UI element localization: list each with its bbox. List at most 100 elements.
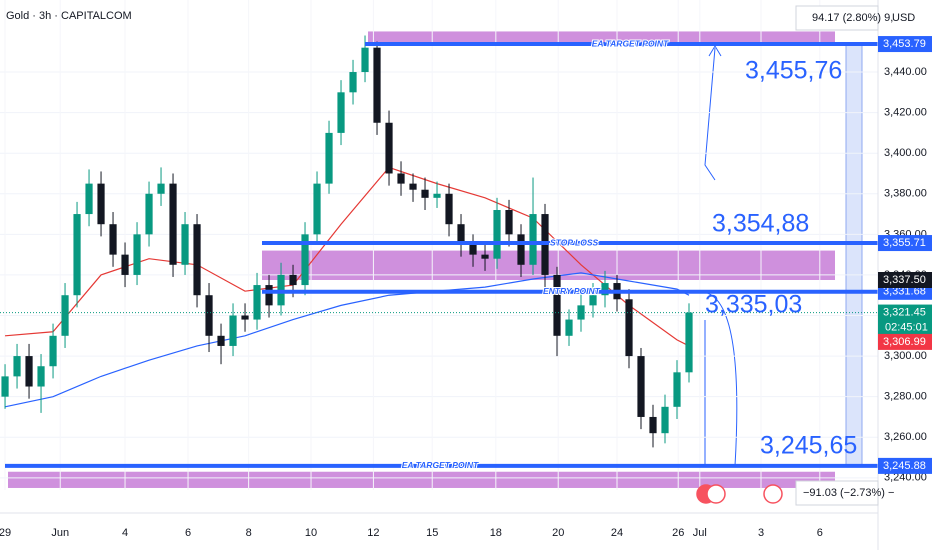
candle-body <box>397 173 405 184</box>
candle-body <box>649 416 657 434</box>
candle-body <box>529 214 537 265</box>
candle-body <box>97 183 105 225</box>
price-label: 3,355.71 <box>883 237 926 249</box>
price-box <box>878 457 932 474</box>
x-tick-label: 15 <box>426 527 438 539</box>
curve <box>699 291 738 466</box>
x-tick-label: 6 <box>185 527 191 539</box>
x-tick-label: 24 <box>611 527 623 539</box>
candle-body <box>181 224 189 265</box>
arrow-head <box>708 45 722 57</box>
arrow <box>704 48 716 181</box>
annotation: 3,335,03 <box>705 291 802 319</box>
y-tick-label: 3,300.00 <box>884 350 927 362</box>
candle-body <box>349 72 357 93</box>
candle-body <box>253 285 261 320</box>
candle-body <box>301 234 309 286</box>
candle-body <box>121 254 129 275</box>
candle-body <box>493 210 501 259</box>
candle-body <box>457 224 465 245</box>
x-tick-label: 4 <box>122 527 128 539</box>
candle-body <box>625 299 633 357</box>
candle-body <box>445 193 453 225</box>
x-tick-label: 26 <box>672 527 684 539</box>
x-tick-label: 3 <box>758 527 764 539</box>
candle-body <box>373 47 381 123</box>
y-tick-label: 3,260.00 <box>884 431 927 443</box>
price-label: 3,245.88 <box>883 460 926 472</box>
candle-body <box>409 183 417 190</box>
price-label: 3,337.50 <box>883 274 926 286</box>
x-tick-label: 10 <box>305 527 317 539</box>
candle-body <box>565 319 573 336</box>
candle-body <box>25 356 33 387</box>
candle-body <box>13 356 21 377</box>
y-tick-label: 3,240.00 <box>884 472 927 484</box>
chart-title: Gold · 3h · CAPITALCOM <box>6 10 132 22</box>
price-box <box>878 36 932 53</box>
candle-body <box>217 335 225 346</box>
annotation: 3,354,88 <box>712 210 809 238</box>
x-tick-label: 18 <box>490 527 502 539</box>
candle-body <box>85 183 93 215</box>
x-tick-label: 29 <box>0 527 11 539</box>
candle-body <box>637 356 645 417</box>
zone <box>368 31 835 45</box>
candles <box>1 35 693 448</box>
x-tick-label: 12 <box>367 527 379 539</box>
candle-body <box>361 47 369 73</box>
event-icon <box>763 484 783 504</box>
x-tick-label: 6 <box>817 527 823 539</box>
annotation: 3,455,76 <box>745 57 842 85</box>
candle-body <box>241 315 249 320</box>
candle-body <box>517 234 525 265</box>
candle-body <box>601 283 609 296</box>
level-text: ENTRY POINT <box>543 286 601 296</box>
price-label: 3,321.45 <box>883 306 926 318</box>
price-box <box>878 272 932 288</box>
price-label: 3,306.99 <box>883 336 926 348</box>
candle-body <box>469 244 477 255</box>
candle-body <box>169 183 177 265</box>
x-tick-label: 20 <box>552 527 564 539</box>
candle-body <box>133 234 141 275</box>
candle-body <box>229 315 237 346</box>
candle-body <box>337 92 345 133</box>
y-tick-label: 3,280.00 <box>884 391 927 403</box>
candle-body <box>265 285 273 306</box>
candle-body <box>49 335 57 367</box>
y-tick-label: 3,380.00 <box>884 188 927 200</box>
candle-body <box>109 224 117 255</box>
level-text: EA TARGET POINT <box>402 460 479 470</box>
price-box <box>878 333 932 350</box>
x-tick-label: 8 <box>246 527 252 539</box>
candle-body <box>145 193 153 235</box>
price-box <box>878 304 932 337</box>
countdown: 02:45:01 <box>885 321 928 333</box>
x-tick-label: Jun <box>51 527 69 539</box>
candle-body <box>673 372 681 407</box>
annotation: 3,245,65 <box>760 432 857 460</box>
candle-body <box>505 210 513 235</box>
candle-body <box>73 214 81 296</box>
candle-body <box>289 274 297 286</box>
candle-body <box>325 132 333 184</box>
x-tick-label: Jul <box>693 527 707 539</box>
candle-body <box>421 189 429 198</box>
candle-body <box>193 224 201 296</box>
currency: USD <box>892 12 915 24</box>
y-tick-label: 3,440.00 <box>884 66 927 78</box>
footer-stat: −91.03 (−2.73%) − <box>803 487 894 499</box>
header-stat: 94.17 (2.80%) 9, <box>812 12 893 24</box>
zone <box>8 471 835 488</box>
price-box <box>878 235 932 252</box>
candle-body <box>313 183 321 235</box>
candle-body <box>37 366 45 387</box>
range-bracket <box>845 43 863 467</box>
levels: EA TARGET POINT STOP LOSS ENTRY POINT EA TA… <box>0 37 878 471</box>
footer-box <box>795 480 879 506</box>
candle-body <box>61 295 69 336</box>
event-icon <box>706 484 726 504</box>
